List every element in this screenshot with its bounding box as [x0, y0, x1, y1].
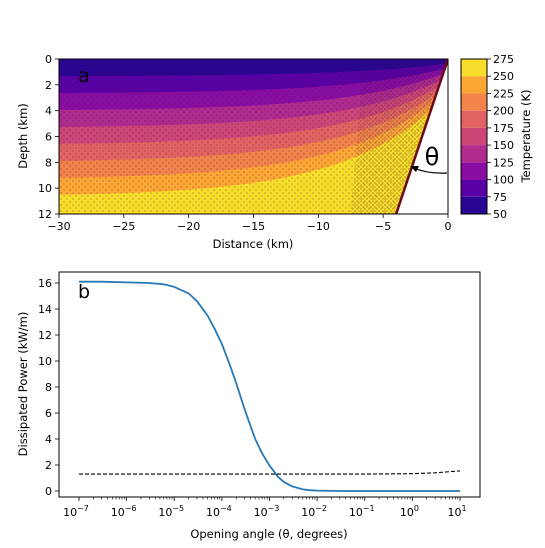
panel-b-y-tick-label: 0 — [45, 485, 52, 498]
panel-a-x-tick-label: −15 — [242, 220, 265, 233]
colorbar-ticks: 50 75 100 125 150 175 200 225 250 275 — [487, 53, 514, 221]
colorbar-tick-label: 150 — [493, 139, 514, 152]
power-series-dashed — [79, 470, 461, 475]
power-series-solid — [79, 280, 460, 492]
panel-b-x-tick-label: 10−3 — [254, 504, 280, 519]
power-curves — [79, 280, 461, 492]
colorbar-swatch-50 — [461, 196, 487, 214]
panel-a-y-tick-label: 10 — [38, 182, 52, 195]
panel-b-y-tick-label: 2 — [45, 459, 52, 472]
panel-b-x-tick-label: 10−4 — [206, 504, 232, 519]
colorbar-tick-label: 225 — [493, 87, 514, 100]
panel-b-x-tick-label: 101 — [447, 504, 466, 519]
panel-b-x-tick-label: 10−7 — [63, 504, 89, 519]
panel-a-x-tick-label: −20 — [177, 220, 200, 233]
angle-theta-label: θ — [425, 143, 440, 171]
colorbar-swatch-125 — [461, 145, 487, 163]
panel-a-x-tick-label: 0 — [445, 220, 452, 233]
colorbar-swatch-175 — [461, 110, 487, 128]
panel-b-y-tick-label: 6 — [45, 407, 52, 420]
colorbar-swatch-75 — [461, 179, 487, 197]
panel-b-y-ticks: 0 2 4 6 8 10 12 14 16 — [38, 277, 59, 498]
colorbar-tick-label: 175 — [493, 122, 514, 135]
dissipated-power-panel: 10−7 10−6 10−5 10−4 10−3 10−2 10−1 100 101 0 2 4 6 8… — [16, 271, 481, 541]
panel-a-x-tick-label: −10 — [307, 220, 330, 233]
colorbar-frame — [460, 58, 488, 215]
panel-b-x-tick-label: 10−1 — [349, 504, 375, 519]
panel-a-y-tick-label: 2 — [45, 79, 52, 92]
panel-a-y-ticks: 0 2 4 6 8 10 12 — [38, 53, 59, 221]
panel-b-x-tick-label: 10−2 — [301, 504, 327, 519]
panel-b-y-tick-label: 10 — [38, 355, 52, 368]
colorbar-label: Temperature (K) — [519, 89, 533, 183]
panel-a-y-axis-label: Depth (km) — [16, 103, 30, 169]
colorbar-swatch-225 — [461, 76, 487, 94]
panel-b-x-ticks: 10−7 10−6 10−5 10−4 10−3 10−2 10−1 100 101 — [63, 497, 467, 519]
panel-a-x-tick-label: −30 — [47, 220, 70, 233]
panel-a-y-tick-label: 12 — [38, 208, 52, 221]
panel-a-y-tick-label: 8 — [45, 156, 52, 169]
colorbar-swatch-250 — [461, 59, 487, 77]
panel-b-x-tick-label: 10−5 — [158, 504, 184, 519]
temperature-field-panel: −30 −25 −20 −15 −10 −5 0 0 2 4 6 8 10 12 Distance (k… — [16, 53, 452, 251]
panel-a-y-tick-label: 0 — [45, 53, 52, 66]
panel-b-y-tick-label: 12 — [38, 329, 52, 342]
panel-a-x-tick-label: −5 — [375, 220, 391, 233]
colorbar-swatches — [461, 59, 487, 214]
panel-b-frame — [58, 271, 481, 498]
colorbar-tick-label: 125 — [493, 156, 514, 169]
angle-arrowhead-icon — [410, 166, 419, 172]
panel-a-x-ticks: −30 −25 −20 −15 −10 −5 0 — [47, 214, 452, 233]
panel-b-x-tick-label: 100 — [400, 504, 419, 519]
panel-a-y-tick-label: 4 — [45, 105, 52, 118]
panel-b-label: b — [78, 281, 90, 303]
temperature-colorbar: 50 75 100 125 150 175 200 225 250 275 Temperature… — [460, 53, 533, 221]
panel-b-y-tick-label: 4 — [45, 433, 52, 446]
colorbar-swatch-100 — [461, 162, 487, 180]
colorbar-tick-label: 250 — [493, 70, 514, 83]
crack-wall — [394, 59, 448, 214]
colorbar-tick-label: 50 — [493, 208, 507, 221]
panel-b-y-axis-label: Dissipated Power (kW/m) — [16, 312, 30, 457]
panel-b-x-axis-label: Opening angle (θ, degrees) — [190, 527, 347, 541]
panel-b-y-tick-label: 16 — [38, 277, 52, 290]
colorbar-tick-label: 75 — [493, 191, 507, 204]
panel-a-label: a — [78, 65, 90, 87]
panel-a-y-tick-label: 6 — [45, 131, 52, 144]
colorbar-swatch-200 — [461, 93, 487, 111]
panel-a-x-tick-label: −25 — [112, 220, 135, 233]
colorbar-swatch-150 — [461, 127, 487, 146]
colorbar-tick-label: 100 — [493, 174, 514, 187]
panel-b-y-tick-label: 14 — [38, 303, 52, 316]
colorbar-tick-label: 200 — [493, 105, 514, 118]
temperature-contours — [59, 59, 448, 214]
panel-b-x-tick-label: 10−6 — [111, 504, 137, 519]
mesh-refinement — [350, 59, 448, 214]
panel-b-y-tick-label: 8 — [45, 381, 52, 394]
colorbar-tick-label: 275 — [493, 53, 514, 66]
panel-a-x-axis-label: Distance (km) — [213, 237, 294, 251]
